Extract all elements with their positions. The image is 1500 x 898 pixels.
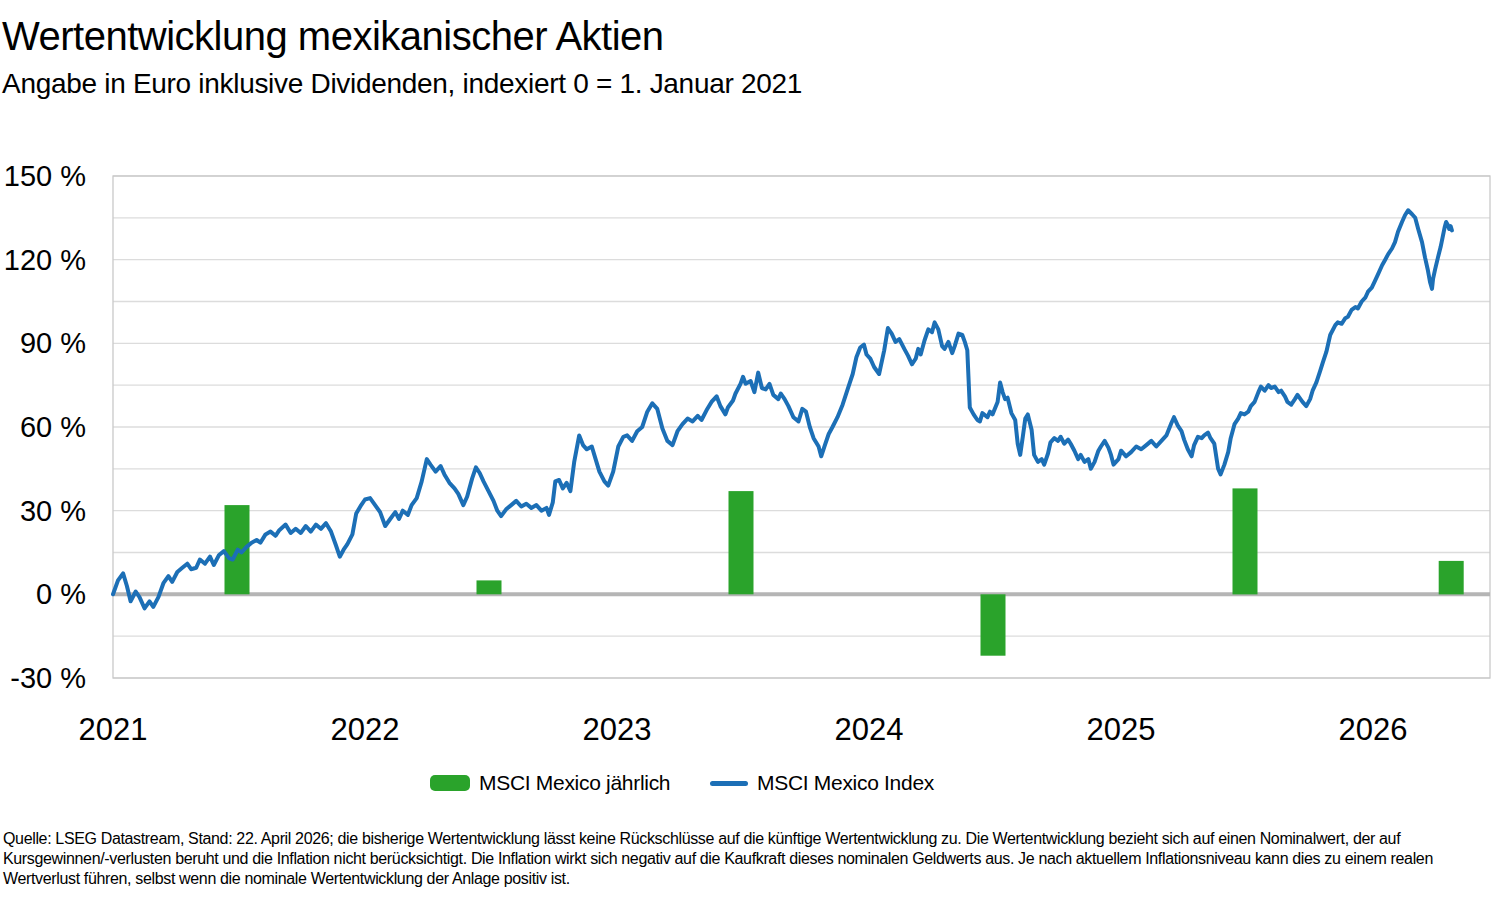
source-footnote: Quelle: LSEG Datastream, Stand: 22. Apri… bbox=[3, 829, 1498, 889]
bar-series-swatch bbox=[430, 775, 470, 791]
x-tick-label: 2024 bbox=[835, 712, 904, 747]
y-tick-label: 90 % bbox=[20, 327, 86, 359]
chart-legend: MSCI Mexico jährlich MSCI Mexico Index bbox=[0, 768, 1500, 798]
y-tick-label: 150 % bbox=[4, 160, 86, 192]
bar-2022 bbox=[477, 580, 502, 594]
x-tick-label: 2023 bbox=[583, 712, 652, 747]
chart-plot-area: 150 % 120 % 90 % 60 % 30 % 0 % -30 % 2021 2022 20… bbox=[0, 0, 1500, 760]
bar-2025 bbox=[1233, 488, 1258, 594]
bar-2024 bbox=[981, 594, 1006, 655]
line-series-swatch bbox=[710, 781, 748, 786]
x-tick-label: 2026 bbox=[1339, 712, 1408, 747]
y-tick-label: 0 % bbox=[36, 578, 86, 610]
legend-item-bars: MSCI Mexico jährlich bbox=[430, 768, 670, 798]
bar-series-label: MSCI Mexico jährlich bbox=[479, 771, 670, 795]
y-tick-label: 30 % bbox=[20, 495, 86, 527]
y-tick-label: 60 % bbox=[20, 411, 86, 443]
y-tick-label: 120 % bbox=[4, 244, 86, 276]
bar-2023 bbox=[729, 491, 754, 594]
x-tick-label: 2025 bbox=[1087, 712, 1156, 747]
performance-chart-page: Wertentwicklung mexikanischer Aktien Ang… bbox=[0, 0, 1500, 898]
y-tick-label: -30 % bbox=[10, 662, 86, 694]
line-series-label: MSCI Mexico Index bbox=[757, 771, 934, 795]
x-tick-label: 2021 bbox=[79, 712, 148, 747]
legend-item-line: MSCI Mexico Index bbox=[710, 768, 934, 798]
x-tick-label: 2022 bbox=[331, 712, 400, 747]
bar-2026 bbox=[1439, 561, 1464, 595]
